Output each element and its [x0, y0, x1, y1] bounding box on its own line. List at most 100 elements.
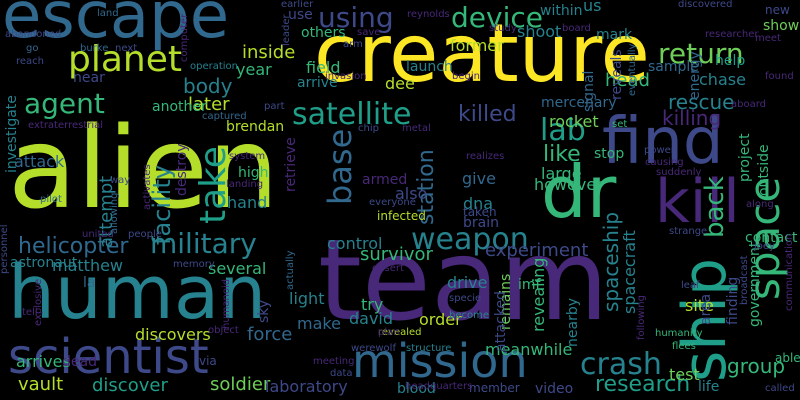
word-however: however [534, 175, 603, 194]
word-order: order [419, 310, 462, 329]
word-try: try [361, 295, 384, 314]
word-retrieve: retrieve [283, 137, 299, 192]
word-sky: sky [256, 299, 272, 323]
word-control: control [327, 234, 383, 253]
word-earlier: earlier [281, 0, 314, 10]
word-site: site [685, 296, 714, 315]
word-vault: vault [18, 374, 64, 395]
word-part: part [264, 101, 285, 112]
word-using: using [318, 1, 394, 34]
word-arm: arm [343, 39, 363, 50]
word-high: high [238, 165, 269, 181]
word-investigate: investigate [4, 95, 20, 173]
word-others: others [301, 25, 346, 41]
word-along: along [746, 199, 774, 210]
word-nearby: nearby [565, 298, 581, 347]
word-research: research [595, 372, 691, 397]
word-discovers: discovers [135, 325, 211, 344]
word-activates: activates [142, 164, 153, 210]
word-metal: metal [402, 123, 431, 134]
word-experiment: experiment [485, 240, 589, 261]
word-infected: infected [377, 209, 426, 223]
word-memory: memory [173, 259, 215, 270]
word-armed: armed [362, 172, 408, 188]
word-meeting: meeting [313, 356, 355, 367]
word-video: video [535, 381, 574, 397]
word-meet: meet [755, 33, 781, 44]
word-project: project [737, 133, 753, 182]
word-military: military [150, 227, 257, 260]
word-another: another [152, 99, 207, 115]
word-near: near [73, 70, 105, 86]
word-alien: alien [8, 104, 279, 234]
word-find: find [602, 105, 724, 179]
word-government: government [747, 241, 763, 327]
word-land: land [97, 8, 119, 19]
word-test: test [669, 365, 700, 384]
word-actually: actually [285, 250, 296, 291]
word-specie: specie [449, 293, 482, 304]
word-escape: escape [2, 0, 230, 53]
word-former: former [450, 36, 504, 55]
word-several: several [208, 259, 267, 278]
word-large: large [541, 164, 582, 183]
word-headquarters: headquarters [405, 381, 473, 392]
word-everyone: everyone [369, 197, 416, 208]
word-soldier: soldier [210, 374, 271, 395]
word-dee: dee [385, 74, 415, 93]
word-reach: reach [16, 56, 45, 67]
word-way: way [110, 175, 131, 186]
word-begin: begin [452, 71, 480, 82]
word-study: study [489, 23, 517, 34]
word-base: base [321, 128, 359, 205]
word-people: people [128, 229, 162, 240]
word-go: go [26, 43, 39, 54]
word-blood: blood [397, 381, 436, 397]
word-able: able [775, 351, 800, 365]
word-attacked: attacked [493, 291, 509, 352]
word-abandoned: abandoned [5, 29, 62, 40]
word-crash: crash [580, 347, 662, 382]
word-within: within [540, 3, 583, 19]
word-mercenary: mercenary [541, 95, 617, 111]
word-pilot: pilot [40, 194, 62, 205]
word-brendan: brendan [226, 119, 285, 135]
word-launch: launch [406, 59, 453, 75]
word-revealed: revealed [378, 327, 422, 338]
word-life: life [698, 379, 720, 395]
word-via: via [199, 354, 217, 368]
word-survivor: survivor [360, 244, 433, 265]
word-plan: plan [378, 327, 400, 338]
word-invasion: invasion [325, 71, 367, 82]
word-hand: hand [227, 193, 268, 212]
word-computer: computer [179, 13, 190, 62]
word-weapon: weapon [411, 222, 529, 257]
word-astronaut: astronaut [10, 255, 78, 271]
word-following: following [636, 295, 647, 340]
word-creature: creature [314, 7, 650, 100]
word-inside: inside [242, 42, 296, 63]
word-show: show [763, 18, 800, 34]
word-killed: killed [458, 102, 517, 127]
word-kill: kill [655, 167, 740, 237]
word-explosive: explosive [33, 278, 44, 326]
word-communication: communication [784, 233, 795, 311]
word-brain: brain [463, 215, 499, 231]
word-flees: flees [672, 341, 696, 352]
word-later: later [188, 94, 230, 115]
word-researcher: researcher [705, 29, 759, 40]
word-landing: landing [226, 179, 264, 190]
word-object: object [208, 325, 239, 336]
word-desert: desert [372, 263, 404, 274]
word-make: make [297, 314, 341, 333]
word-laboratory: laboratory [265, 377, 348, 396]
word-system: system [229, 151, 266, 162]
word-revealing: revealing [529, 257, 548, 332]
word-la: la [83, 275, 96, 291]
word-dna: dna [463, 194, 494, 213]
word-humanity: humanity [655, 328, 703, 339]
word-arrives: arrives [16, 352, 71, 371]
word-chase: chase [699, 70, 746, 89]
word-reynolds: reynolds [407, 9, 450, 20]
word-discovered: discovered [678, 0, 733, 10]
